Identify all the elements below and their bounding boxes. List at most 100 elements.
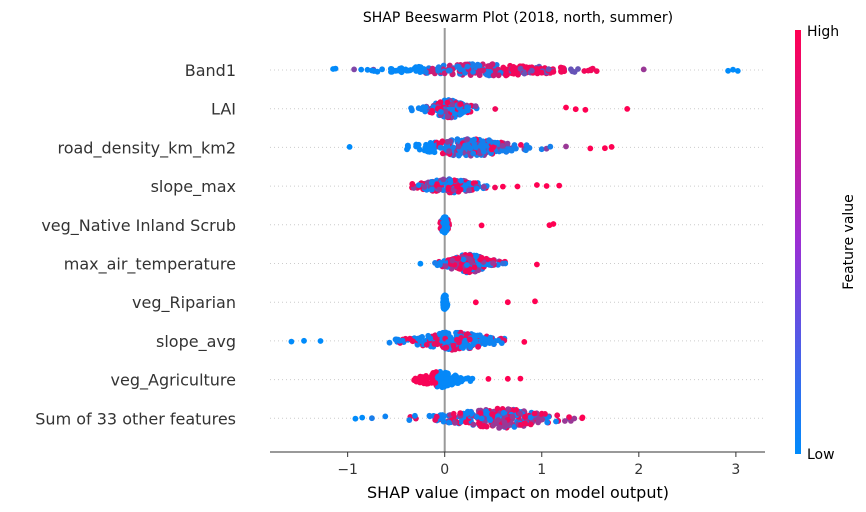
- data-point: [472, 103, 479, 110]
- x-tick-label: 3: [731, 462, 740, 478]
- outlier-point: [521, 339, 528, 345]
- data-point: [496, 424, 503, 431]
- data-point: [471, 264, 478, 271]
- data-point: [457, 151, 463, 157]
- data-point: [470, 69, 476, 75]
- data-point: [445, 330, 452, 337]
- data-point: [542, 411, 548, 417]
- outlier-point: [730, 66, 736, 73]
- outlier-point: [534, 182, 540, 188]
- data-point: [428, 179, 435, 186]
- outlier-point: [500, 183, 506, 190]
- feature-label: Band1: [185, 61, 236, 80]
- data-point: [484, 71, 490, 78]
- data-point: [587, 66, 594, 73]
- data-point: [438, 109, 444, 115]
- data-point: [477, 332, 483, 339]
- data-point: [454, 183, 460, 190]
- data-point: [478, 254, 485, 261]
- data-point: [462, 182, 469, 189]
- data-point: [423, 373, 429, 379]
- outlier-point: [563, 143, 569, 150]
- outlier-point: [608, 144, 615, 150]
- data-point: [415, 182, 422, 189]
- data-point: [435, 67, 442, 74]
- data-point: [470, 421, 477, 428]
- data-point: [409, 181, 416, 188]
- data-point: [441, 301, 448, 308]
- data-point: [480, 184, 487, 190]
- data-point: [429, 68, 436, 75]
- data-point: [494, 405, 501, 412]
- data-point: [562, 418, 568, 424]
- data-point: [444, 370, 450, 377]
- data-point: [489, 61, 496, 67]
- outlier-point: [543, 183, 550, 189]
- data-point: [487, 334, 494, 341]
- outlier-point: [579, 414, 586, 421]
- beeswarm-points: [288, 61, 741, 431]
- data-point: [500, 409, 507, 416]
- outlier-point: [602, 145, 608, 152]
- data-point: [405, 144, 411, 151]
- data-point: [494, 139, 501, 146]
- feature-label: LAI: [211, 100, 236, 119]
- colorbar-title: Feature value: [841, 194, 857, 290]
- data-point: [407, 67, 414, 73]
- data-point: [501, 423, 508, 430]
- data-point: [462, 142, 468, 149]
- data-point: [446, 419, 452, 426]
- outlier-point: [514, 183, 521, 190]
- data-point: [518, 142, 524, 148]
- data-point: [535, 419, 541, 426]
- outlier-point: [500, 260, 506, 267]
- data-point: [523, 64, 530, 70]
- data-point: [504, 140, 511, 147]
- data-point: [351, 66, 357, 73]
- feature-label: Sum of 33 other features: [35, 409, 236, 428]
- data-point: [442, 263, 449, 269]
- data-point: [475, 343, 481, 350]
- data-point: [509, 413, 516, 420]
- x-tick-label: 0: [440, 462, 449, 478]
- data-point: [476, 420, 482, 427]
- x-axis-ticks: −1 0 1 2 3: [337, 452, 740, 478]
- data-point: [444, 99, 451, 106]
- outlier-point: [317, 338, 324, 344]
- data-point: [443, 344, 450, 351]
- data-point: [489, 411, 495, 418]
- outlier-point: [517, 375, 524, 382]
- data-point: [455, 379, 462, 386]
- data-point: [444, 139, 451, 145]
- data-point: [368, 67, 375, 74]
- data-point: [452, 346, 458, 353]
- data-point: [449, 257, 456, 264]
- data-point: [432, 417, 439, 423]
- data-point: [476, 72, 483, 79]
- data-point: [553, 418, 559, 425]
- data-point: [544, 419, 551, 426]
- data-point: [547, 143, 554, 150]
- outlier-point: [725, 67, 731, 74]
- outlier-point: [492, 106, 499, 112]
- data-point: [522, 413, 528, 420]
- data-point: [511, 144, 518, 151]
- data-point: [527, 414, 534, 421]
- outlier-point: [417, 260, 424, 267]
- data-point: [415, 141, 422, 148]
- data-point: [441, 215, 448, 222]
- data-point: [452, 420, 458, 426]
- data-point: [414, 64, 421, 71]
- outlier-point: [624, 106, 631, 112]
- outlier-point: [301, 337, 307, 344]
- data-point: [457, 101, 464, 107]
- data-point: [445, 67, 452, 74]
- data-point: [554, 412, 561, 419]
- data-point: [527, 421, 534, 428]
- data-point: [480, 145, 486, 152]
- data-point: [450, 410, 457, 417]
- data-point: [455, 255, 462, 262]
- data-point: [534, 69, 541, 76]
- data-point: [466, 336, 473, 343]
- data-point: [431, 341, 438, 347]
